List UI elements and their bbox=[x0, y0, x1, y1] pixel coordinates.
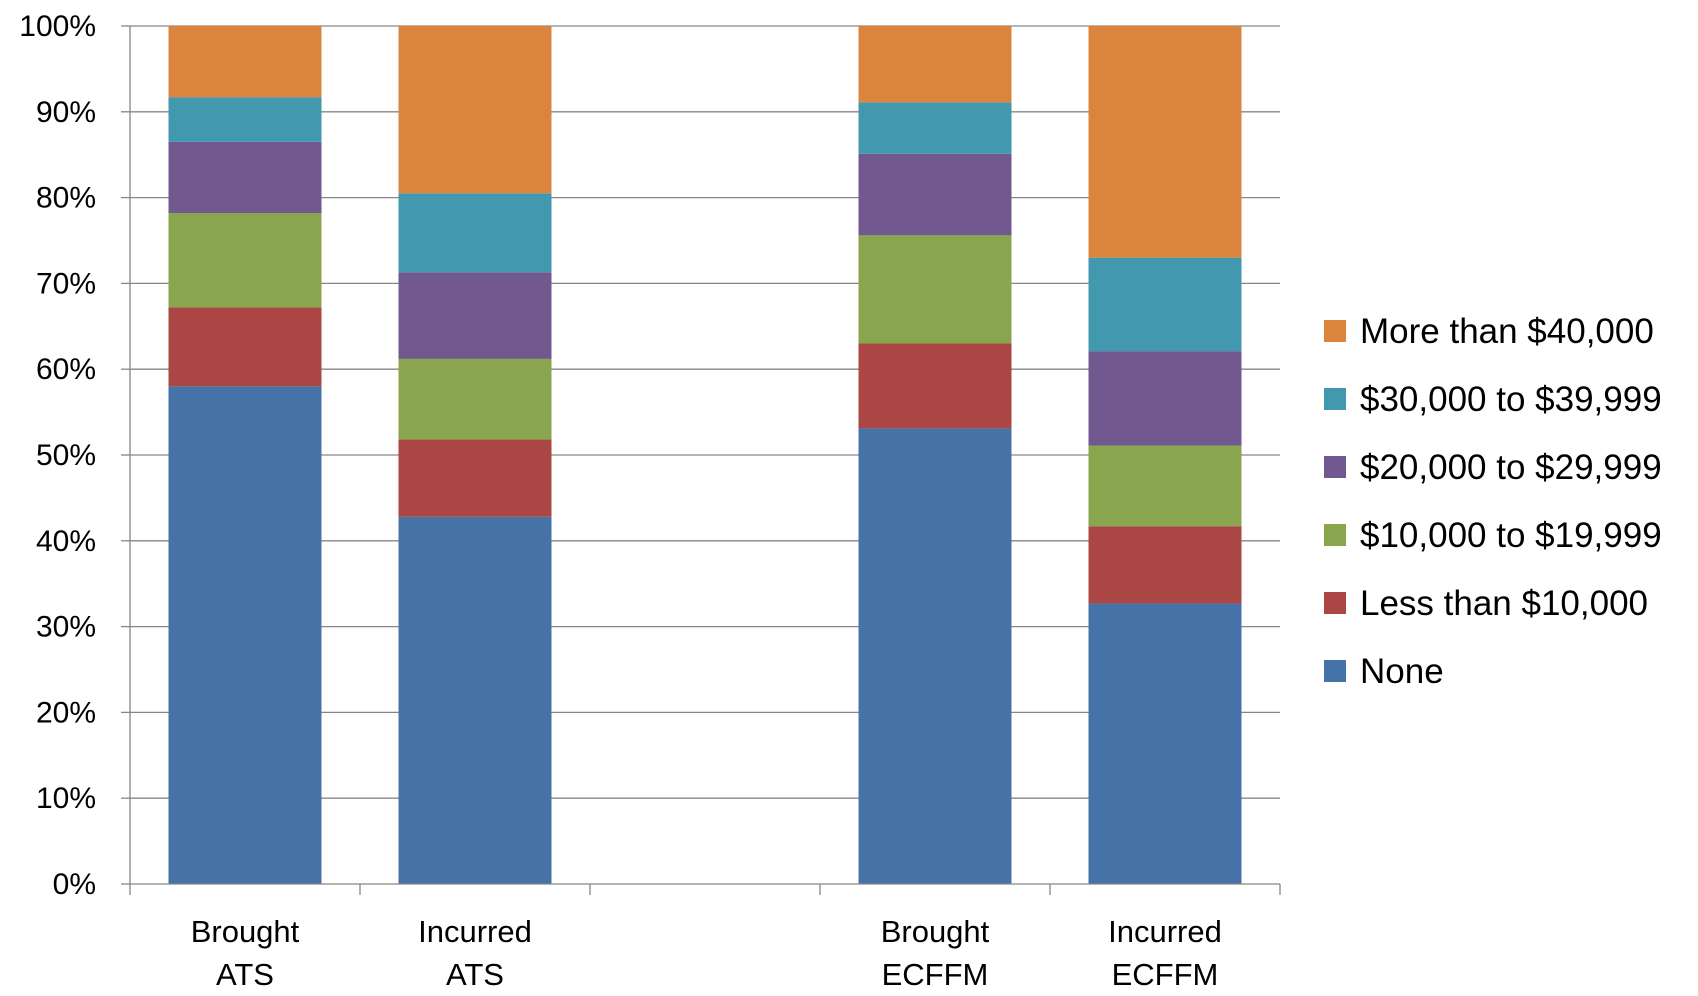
bar-segment bbox=[398, 358, 552, 440]
legend-swatch bbox=[1324, 660, 1346, 682]
bar-segment bbox=[398, 439, 552, 517]
x-tick-label: ATS bbox=[446, 957, 504, 991]
legend-swatch bbox=[1324, 320, 1346, 342]
bar-segment bbox=[858, 428, 1012, 884]
bar-segment bbox=[858, 153, 1012, 236]
bar-segment bbox=[1088, 26, 1242, 258]
gridlines bbox=[130, 25, 1280, 799]
bars bbox=[168, 26, 1242, 884]
bar-segment bbox=[1088, 526, 1242, 604]
bar-segment bbox=[858, 235, 1012, 344]
legend-swatch bbox=[1324, 388, 1346, 410]
bar-segment bbox=[168, 213, 322, 308]
x-tick-label: Brought bbox=[191, 914, 300, 949]
x-tick-label: ECFFM bbox=[1112, 957, 1219, 991]
bar-segment bbox=[168, 386, 322, 884]
x-tick-labels: Brought ATS Incurred ATS Brought ECFFM Incurre… bbox=[191, 914, 1222, 992]
bar-segment bbox=[858, 26, 1012, 103]
bar-segment bbox=[858, 102, 1012, 154]
bar-segment bbox=[398, 272, 552, 359]
x-tick-label: ECFFM bbox=[882, 957, 989, 991]
bar-segment bbox=[168, 97, 322, 142]
y-tick-label: 90% bbox=[36, 96, 96, 129]
x-tick-label: Brought bbox=[881, 914, 990, 949]
bar-segment bbox=[398, 193, 552, 273]
bar-segment bbox=[168, 141, 322, 214]
legend-label: More than $40,000 bbox=[1360, 312, 1654, 351]
y-tick-labels: 0% 10% 20% 30% 40% 50% 60% 70% 80% 90% 100% bbox=[19, 10, 96, 901]
y-tick-label: 40% bbox=[36, 525, 96, 558]
bar-segment bbox=[168, 307, 322, 387]
legend-label: $20,000 to $29,999 bbox=[1360, 448, 1662, 487]
bar-segment bbox=[858, 343, 1012, 429]
legend-label: Less than $10,000 bbox=[1360, 584, 1648, 623]
y-tick-label: 70% bbox=[36, 267, 96, 300]
axes bbox=[121, 25, 1281, 895]
bar-segment bbox=[1088, 445, 1242, 527]
bar-segment bbox=[1088, 257, 1242, 352]
y-tick-label: 0% bbox=[53, 868, 96, 901]
y-tick-label: 30% bbox=[36, 611, 96, 644]
bar-segment bbox=[1088, 603, 1242, 884]
y-tick-label: 80% bbox=[36, 182, 96, 215]
y-tick-label: 60% bbox=[36, 353, 96, 386]
legend-swatch bbox=[1324, 592, 1346, 614]
legend-swatch bbox=[1324, 456, 1346, 478]
y-tick-label: 50% bbox=[36, 439, 96, 472]
y-tick-label: 100% bbox=[19, 10, 96, 43]
bar-segment bbox=[1088, 351, 1242, 446]
legend-label: None bbox=[1360, 652, 1444, 691]
x-tick-label: ATS bbox=[216, 957, 274, 991]
legend-label: $10,000 to $19,999 bbox=[1360, 516, 1662, 555]
legend-label: $30,000 to $39,999 bbox=[1360, 380, 1662, 419]
bar-segment bbox=[168, 26, 322, 98]
y-tick-label: 10% bbox=[36, 782, 96, 815]
x-tick-label: Incurred bbox=[1108, 914, 1222, 949]
y-tick-label: 20% bbox=[36, 696, 96, 729]
bar-segment bbox=[398, 26, 552, 194]
x-tick-label: Incurred bbox=[418, 914, 532, 949]
legend-swatch bbox=[1324, 524, 1346, 546]
legend: More than $40,000 $30,000 to $39,999 $20,0… bbox=[1324, 312, 1662, 691]
bar-segment bbox=[398, 516, 552, 884]
